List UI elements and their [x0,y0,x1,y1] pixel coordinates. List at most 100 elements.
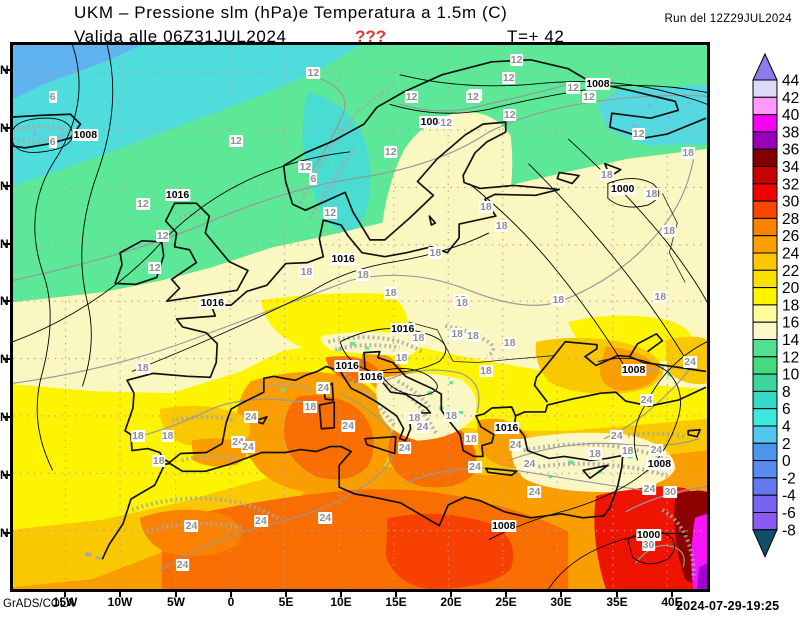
pressure-contour-label: 1008 [419,116,446,129]
temperature-contour-label: 24 [318,511,333,524]
temperature-contour-label: 18 [299,266,314,279]
temperature-contour-label: 18 [588,448,602,461]
page-title: UKM – Pressione slm (hPa)e Temperatura a… [74,3,508,22]
colorbar-box [752,425,778,444]
pressure-contour-label: 1016 [358,371,384,384]
temperature-contour-label: 18 [411,331,426,344]
warning-marks: ??? [355,27,387,46]
temperature-contour-label: 18 [464,432,478,445]
colorbar-tick-label: 2 [782,436,791,453]
temperature-contour-label: 12 [136,198,150,211]
temperature-contour-label: 12 [501,71,516,84]
colorbar-tick-label: -4 [782,488,796,505]
temperature-contour-label: 18 [494,220,509,232]
x-axis-label: 0 [227,595,235,609]
colorbar-tick-label: 22 [782,263,799,280]
colorbar-box [752,200,778,219]
x-axis-label: 15E [385,595,407,609]
contour-labels-layer: 1008 1016 1016 1016 1008 1008 1000 1016 1016 1016… [13,45,707,589]
pressure-contour-label: 1016 [494,421,520,434]
y-axis-tick [3,127,11,129]
colorbar-tick-label: 40 [782,107,800,124]
colorbar-box [752,166,778,185]
temperature-contour-label: 12 [155,229,170,242]
colorbar-tick-label: 28 [782,211,799,228]
colorbar-box [752,269,778,289]
colorbar-box [752,131,778,150]
temperature-contour-label: 24 [184,519,199,532]
x-axis-tick [505,590,507,597]
y-axis-tick [3,243,11,245]
colorbar-box [752,148,778,167]
y-axis-tick [3,185,11,187]
colorbar-box [752,408,778,427]
colorbar-box [752,287,778,306]
temperature-contour-label: 18 [653,291,668,304]
temperature-contour-label: 12 [404,91,419,104]
colorbar-box [752,494,778,514]
weather-map-svg [13,45,707,589]
temperature-contour-label: 30 [663,486,678,499]
temperature-contour-label: 24 [415,420,430,433]
colorbar-box [752,477,778,496]
colorbar-box [752,373,778,392]
colorbar-tick-label: 38 [782,124,799,141]
colorbar-tick-label: 14 [782,332,800,349]
colorbar-box [752,183,778,202]
x-axis-tick [616,590,618,597]
x-axis-tick [285,590,287,597]
temperature-contour-label: 12 [383,145,398,158]
temperature-contour-label: 24 [175,559,190,572]
y-axis-tick [3,474,11,476]
colorbar-box [752,321,778,341]
temperature-contour-label: 18 [479,201,493,214]
temperature-contour-label: 18 [136,362,150,375]
colorbar-tick-label: 16 [782,315,799,332]
colorbar-tick-label: 18 [782,297,799,314]
colorbar-tick-label: 34 [782,159,800,176]
colorbar-tick-label: 6 [782,401,791,418]
colorbar: 44 42 40 38 36 34 32 30 28 26 24 22 20 18 16 14 12 10 8 6 4 2… [748,50,800,580]
temperature-contour-label: 12 [147,261,162,274]
x-axis-label: 20E [440,595,462,609]
x-axis-label: 35E [606,595,628,609]
x-axis-label: 25E [495,595,517,609]
x-axis-tick [64,590,66,597]
temperature-contour-label: 24 [316,382,331,395]
run-label: Run del 12Z29JUL2024 [664,13,792,25]
grads-credit: GrADS/COLA [3,598,74,610]
colorbar-box [752,442,778,462]
y-axis-tick [3,532,11,534]
x-axis-label: 5W [167,595,185,609]
pressure-contour-label: 1008 [585,77,611,90]
colorbar-box [752,512,778,531]
rivers [408,193,686,363]
temperature-contour-label: 18 [551,294,566,307]
temperature-contour-label: 18 [600,168,614,181]
temperature-contour-label: 12 [566,81,580,94]
temperature-contour-label: 6 [48,91,57,104]
colorbar-tick-label: 42 [782,90,799,107]
colorbar-tick-label: 36 [782,142,799,159]
temperature-contour-label: 18 [479,365,493,378]
colorbar-tick-label: 12 [782,349,799,366]
colorbar-tick-label: 10 [782,367,800,384]
temperature-contour-label: 6 [48,135,57,148]
pressure-contour-label: 1008 [72,129,99,141]
colorbar-tick-label: 26 [782,228,799,245]
temperature-contour-label: 30 [641,539,656,552]
canary-islands-dots [85,552,101,560]
colorbar-box [752,235,778,254]
temperature-contour-label: 24 [639,394,654,407]
temperature-contour-label: 18 [356,269,370,282]
temperature-contour-label: 18 [444,409,459,422]
y-axis-tick [3,69,11,71]
pressure-contour-label: 1000 [610,183,636,196]
pressure-contour-label: 1000 [635,528,662,541]
x-axis-tick [230,590,232,597]
colorbar-tick-label: 32 [782,176,799,193]
temperature-contour-label: 24 [341,419,355,432]
pressure-contour-label: 1008 [620,364,647,377]
y-axis-tick [3,358,11,360]
colorbar-box [752,79,778,98]
